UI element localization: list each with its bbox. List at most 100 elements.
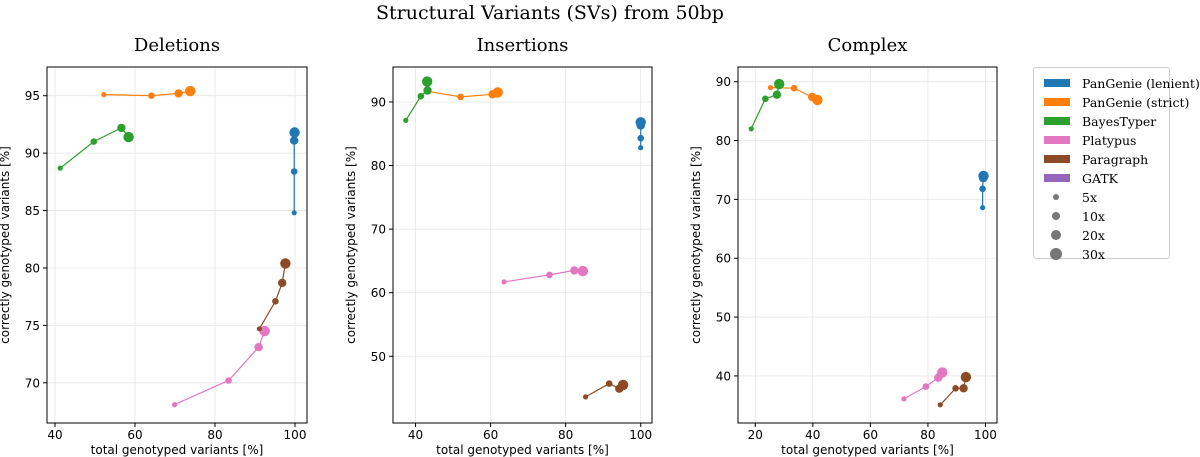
data-point-pangenie-strict [492,87,503,98]
x-tick-label: 60 [127,428,142,442]
legend-entry-coverage-20x: 20x [1042,226,1105,244]
y-tick-label: 90 [371,95,386,109]
legend-swatch [1044,155,1070,163]
series-line-paragraph [258,263,286,330]
data-point-paragraph [272,298,279,305]
data-point-pangenie-lenient [290,168,298,175]
legend-swatch [1044,117,1070,125]
data-point-pangenie-strict [790,84,798,92]
data-point-pangenie-strict [148,92,155,99]
legend-entry-coverage-10x: 10x [1042,207,1105,225]
x-axis-label: total genotyped variants [%] [91,443,264,457]
x-tick-label: 20 [748,428,763,442]
legend-swatch [1044,79,1070,87]
data-point-platypus [225,377,232,384]
data-point-pangenie-strict [767,85,774,91]
data-point-paragraph [583,394,589,400]
legend-entry-gatk: GATK [1042,169,1118,187]
x-tick-label: 80 [920,428,935,442]
data-point-pangenie-lenient [978,170,989,182]
legend-size-marker [1051,230,1061,240]
legend-entry-coverage-5x: 5x [1042,188,1097,206]
x-tick-label: 80 [558,428,573,442]
y-tick-label: 95 [25,89,40,103]
data-point-pangenie-strict [457,93,464,101]
legend-entry-paragraph: Paragraph [1042,150,1148,168]
subplot-title: Insertions [477,35,569,56]
subplot-title: Deletions [134,35,220,56]
y-tick-label: 50 [371,350,386,364]
data-point-bayestyper [748,126,754,132]
y-tick-label: 50 [716,311,731,325]
subplot-title: Complex [828,35,908,56]
data-point-bayestyper [417,92,425,100]
y-tick-label: 90 [716,75,731,89]
data-point-pangenie-lenient [635,117,646,128]
data-point-pangenie-strict [812,94,823,106]
data-point-paragraph [959,384,968,393]
series-line-bayestyper [59,127,130,169]
data-point-bayestyper [772,90,782,99]
data-point-paragraph [256,326,262,332]
legend-entry-bayestyper: BayesTyper [1042,112,1156,130]
data-point-pangenie-lenient [289,127,300,138]
y-tick-label: 70 [25,376,40,390]
data-point-pangenie-strict [174,89,183,98]
data-point-pangenie-lenient [638,145,644,151]
series-line-bayestyper [405,81,429,121]
legend-swatch [1044,98,1070,106]
series-line-bayestyper [750,83,780,130]
plot-frame [46,66,308,424]
legend-label: 5x [1082,189,1098,205]
data-point-paragraph [937,402,943,408]
data-point-paragraph [617,379,629,391]
plot-frame [737,66,998,424]
legend-label: Paragraph [1082,151,1149,167]
data-point-bayestyper [90,138,98,145]
y-tick-label: 85 [25,204,40,218]
data-point-pangenie-strict [185,85,196,97]
figure-title: Structural Variants (SVs) from 50bp [376,2,724,24]
data-point-bayestyper [57,165,63,171]
legend-entry-pangenie-lenient: PanGenie (lenient) [1042,74,1200,92]
x-tick-label: 80 [207,428,222,442]
legend-label: PanGenie (lenient) [1082,75,1200,91]
data-point-pangenie-strict [101,92,107,98]
y-tick-label: 75 [25,319,40,333]
data-point-platypus [259,325,270,337]
data-point-platypus [254,343,263,352]
series-line-platypus [174,330,266,406]
y-tick-label: 60 [716,252,731,266]
data-point-platypus [501,279,507,285]
y-tick-label: 80 [716,134,731,148]
legend-entry-platypus: Platypus [1042,131,1136,149]
y-tick-label: 60 [371,286,386,300]
data-point-platypus [901,396,907,402]
legend: PanGenie (lenient) PanGenie (strict) Bay… [1033,67,1200,262]
legend-size-marker [1050,248,1062,260]
legend-label: 10x [1082,208,1105,224]
y-tick-label: 40 [716,369,731,383]
legend-label: GATK [1082,170,1119,186]
data-point-platypus [172,402,178,408]
data-point-bayestyper [774,78,785,90]
data-point-platypus [546,271,553,279]
x-axis-label: total genotyped variants [%] [781,443,954,457]
data-point-paragraph [960,371,972,383]
data-point-bayestyper [117,123,126,133]
data-point-platypus [937,367,948,378]
legend-entry-pangenie-strict: PanGenie (strict) [1042,93,1189,111]
y-axis-label: correctly genotyped variants [%] [0,146,12,344]
data-point-bayestyper [762,95,769,103]
legend-swatch [1044,136,1070,144]
data-point-pangenie-lenient [979,185,986,193]
y-axis-label: correctly genotyped variants [%] [344,146,358,344]
data-point-bayestyper [422,76,433,87]
data-point-pangenie-lenient [980,205,986,211]
legend-label: PanGenie (strict) [1082,94,1190,110]
data-point-platypus [922,383,930,390]
legend-label: Platypus [1082,132,1137,148]
x-tick-label: 100 [629,428,652,442]
x-tick-label: 40 [408,428,423,442]
